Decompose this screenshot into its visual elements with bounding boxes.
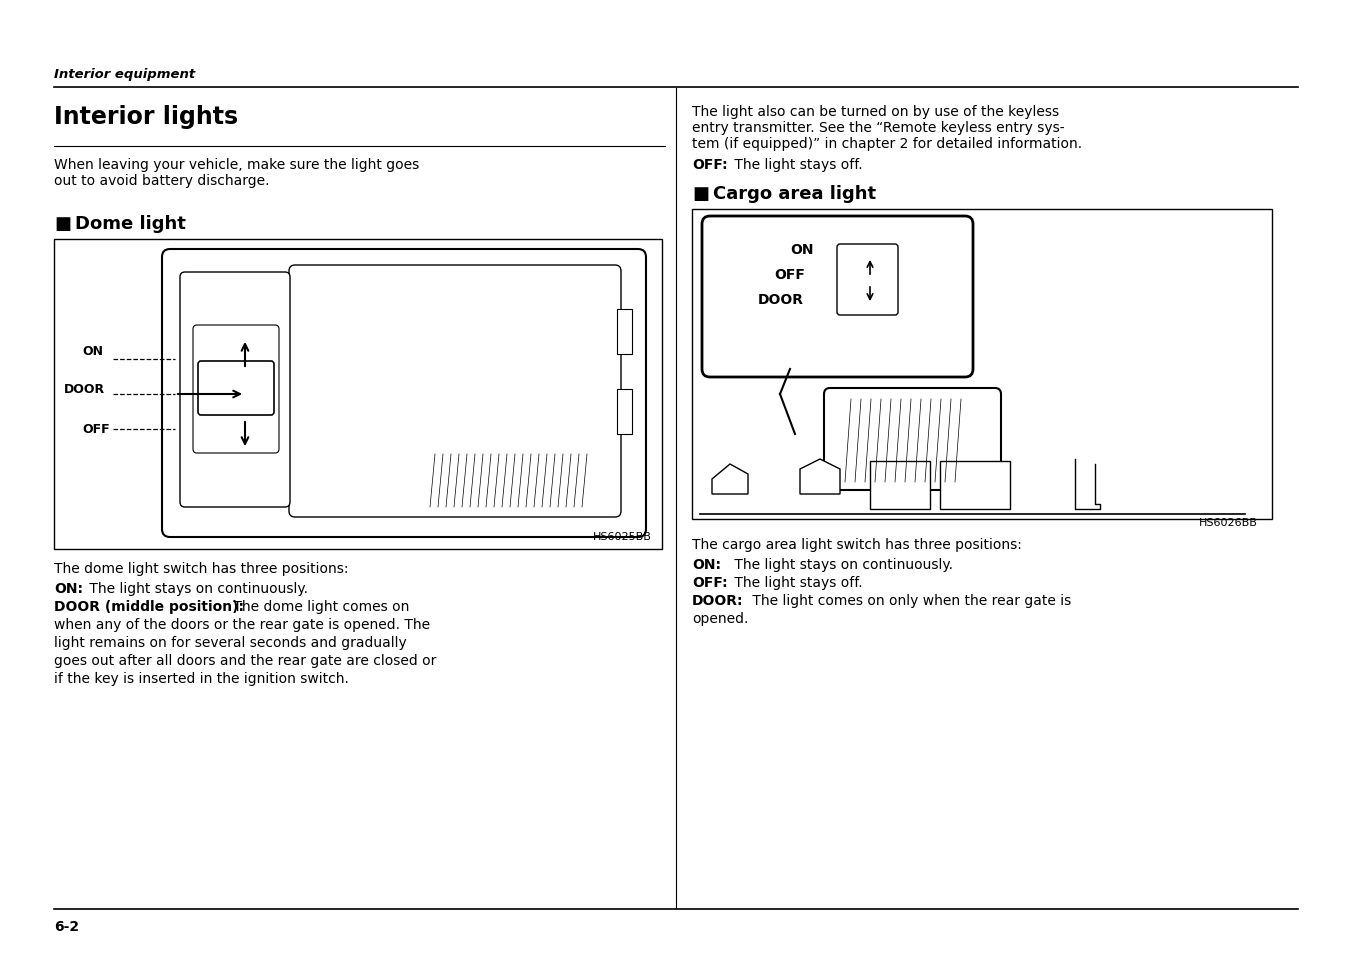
Text: The light stays on continuously.: The light stays on continuously. [730, 558, 953, 572]
Text: OFF:: OFF: [692, 158, 727, 172]
Text: Interior lights: Interior lights [54, 105, 238, 129]
Text: opened.: opened. [692, 612, 749, 625]
Bar [940, 461, 1010, 510]
Text: 6-2: 6-2 [54, 919, 80, 933]
FancyBboxPatch shape [837, 245, 898, 315]
Polygon shape [713, 464, 748, 495]
Text: ■: ■ [692, 185, 708, 203]
Text: goes out after all doors and the rear gate are closed or: goes out after all doors and the rear ga… [54, 654, 437, 667]
Text: The cargo area light switch has three positions:: The cargo area light switch has three po… [692, 537, 1022, 552]
FancyBboxPatch shape [162, 250, 646, 537]
Text: DOOR (middle position):: DOOR (middle position): [54, 599, 243, 614]
FancyBboxPatch shape [289, 266, 621, 517]
Text: The dome light switch has three positions:: The dome light switch has three position… [54, 561, 349, 576]
FancyBboxPatch shape [823, 389, 1000, 491]
Text: ON:: ON: [692, 558, 721, 572]
Bar [54, 240, 662, 550]
Text: Cargo area light: Cargo area light [713, 185, 876, 203]
Text: OFF:: OFF: [692, 576, 727, 589]
Bar [692, 210, 1272, 519]
Text: The dome light comes on: The dome light comes on [228, 599, 410, 614]
Bar [617, 390, 631, 435]
FancyBboxPatch shape [197, 361, 274, 416]
FancyBboxPatch shape [702, 216, 973, 377]
Bar [425, 450, 603, 510]
Text: The light comes on only when the rear gate is: The light comes on only when the rear ga… [748, 594, 1071, 607]
Text: DOOR: DOOR [64, 383, 105, 396]
Text: ON: ON [82, 345, 103, 358]
Bar [617, 310, 631, 355]
Text: ■: ■ [54, 214, 72, 233]
Text: Interior equipment: Interior equipment [54, 68, 195, 81]
Bar [869, 461, 930, 510]
Text: The light stays off.: The light stays off. [730, 158, 863, 172]
Polygon shape [800, 459, 840, 495]
Text: The light stays on continuously.: The light stays on continuously. [85, 581, 308, 596]
Text: OFF: OFF [773, 268, 804, 282]
Text: When leaving your vehicle, make sure the light goes
out to avoid battery dischar: When leaving your vehicle, make sure the… [54, 158, 419, 188]
Text: The light also can be turned on by use of the keyless
entry transmitter. See the: The light also can be turned on by use o… [692, 105, 1082, 152]
Text: OFF: OFF [82, 423, 110, 436]
Text: ON: ON [790, 243, 814, 256]
Text: HS6026BB: HS6026BB [1199, 517, 1257, 527]
FancyBboxPatch shape [180, 273, 289, 507]
Text: The light stays off.: The light stays off. [730, 576, 863, 589]
Text: ON:: ON: [54, 581, 82, 596]
Text: Dome light: Dome light [74, 214, 185, 233]
Text: when any of the doors or the rear gate is opened. The: when any of the doors or the rear gate i… [54, 618, 430, 631]
Text: HS6025BB: HS6025BB [594, 532, 652, 541]
Text: DOOR:: DOOR: [692, 594, 744, 607]
Text: if the key is inserted in the ignition switch.: if the key is inserted in the ignition s… [54, 671, 349, 685]
FancyBboxPatch shape [193, 326, 279, 454]
Text: light remains on for several seconds and gradually: light remains on for several seconds and… [54, 636, 407, 649]
Text: DOOR: DOOR [758, 293, 804, 307]
